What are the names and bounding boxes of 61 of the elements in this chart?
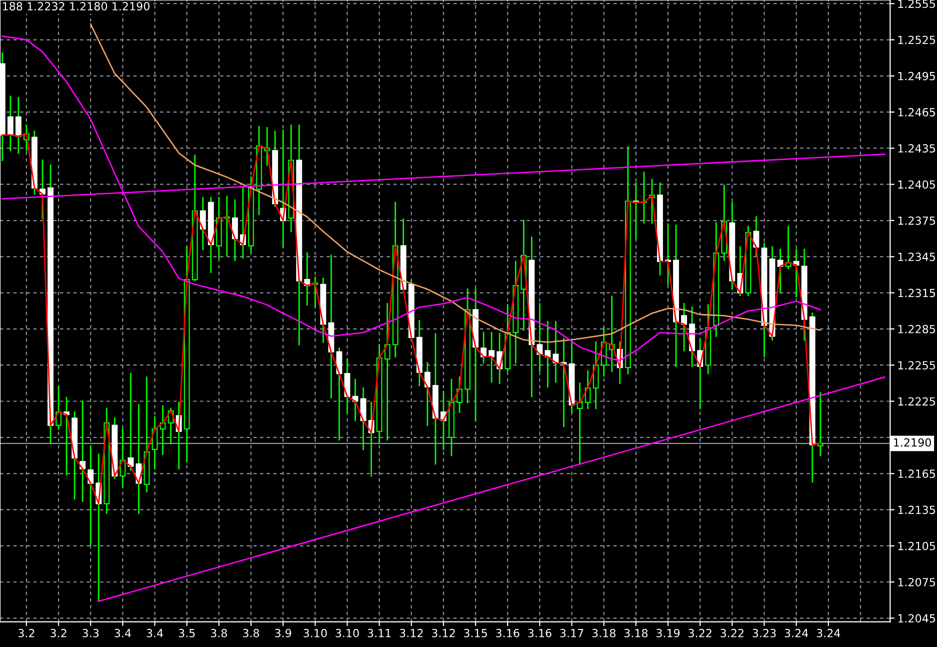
y-tick-label: 1.2435 <box>898 144 935 153</box>
line-series <box>90 23 822 343</box>
candlestick <box>200 196 206 250</box>
y-tick-label: 1.2345 <box>898 252 935 262</box>
x-tick-label: 3.18 <box>624 628 648 638</box>
y-tick-label: 1.2495 <box>898 72 935 80</box>
y-tick-label: 1.2135 <box>898 506 935 514</box>
x-tick-label: 3.22 <box>688 628 712 638</box>
y-tick-label: 1.2045 <box>898 614 935 623</box>
ref-line-label: 1.2190 <box>894 438 931 447</box>
x-tick-label: 3.4 <box>114 628 131 638</box>
x-tick-label: 3.10 <box>336 628 359 638</box>
y-tick-label: 1.2525 <box>898 36 935 44</box>
y-tick-label: 1.2225 <box>898 397 935 406</box>
y-tick-label: 1.2255 <box>898 361 935 370</box>
x-tick-label: 3.16 <box>496 628 520 638</box>
candlestick <box>88 445 94 546</box>
candlestick <box>15 96 22 154</box>
annotation: 188 1.2232 1.2180 1.2190 <box>3 2 150 10</box>
x-tick-label: 3.24 <box>816 628 840 638</box>
x-tick-label: 3.3 <box>82 628 99 638</box>
y-tick-label: 1.2465 <box>898 108 935 116</box>
x-tick-label: 3.16 <box>528 628 552 638</box>
x-tick-label: 3.12 <box>400 628 423 638</box>
x-tick-label: 3.2 <box>50 628 66 638</box>
candlestick <box>576 382 583 465</box>
x-tick-label: 3.23 <box>752 628 776 638</box>
x-tick-label: 3.15 <box>464 628 487 638</box>
candlestick <box>424 362 430 426</box>
y-tick-label: 1.2375 <box>898 216 935 225</box>
x-tick-label: 3.10 <box>304 628 327 638</box>
y-tick-label: 1.2165 <box>898 470 935 478</box>
candlestick <box>120 428 126 488</box>
candlestick <box>7 96 14 152</box>
x-tick-label: 3.22 <box>720 628 744 638</box>
x-tick-label: 3.12 <box>432 628 455 638</box>
x-tick-label: 3.19 <box>656 628 680 638</box>
y-tick-label: 1.2555 <box>898 0 935 8</box>
candlestick <box>456 376 462 413</box>
y-tick-label: 1.2405 <box>898 180 935 189</box>
y-tick-label: 1.2075 <box>898 578 935 586</box>
candlestick <box>665 223 671 286</box>
candlestick <box>584 370 591 410</box>
x-tick-label: 3.4 <box>146 628 163 638</box>
candlestick <box>488 332 495 383</box>
candlestick <box>681 302 688 352</box>
candlestick <box>384 302 390 441</box>
candlestick <box>592 342 599 410</box>
x-tick-label: 3.8 <box>243 628 260 638</box>
x-tick-label: 3.24 <box>784 628 808 638</box>
y-tick-label: 1.2285 <box>898 324 935 334</box>
x-tick-label: 3.5 <box>178 628 195 638</box>
y-tick-label: 1.2315 <box>898 288 935 298</box>
x-tick-label: 3.9 <box>275 628 292 638</box>
x-tick-label: 3.18 <box>592 628 616 638</box>
x-tick-label: 3.8 <box>210 628 228 638</box>
x-tick-label: 3.17 <box>560 628 584 638</box>
x-tick-label: 3.2 <box>18 628 34 638</box>
x-tick-label: 3.11 <box>368 628 391 638</box>
candlestick <box>232 199 238 261</box>
y-tick-label: 1.2105 <box>898 542 935 550</box>
